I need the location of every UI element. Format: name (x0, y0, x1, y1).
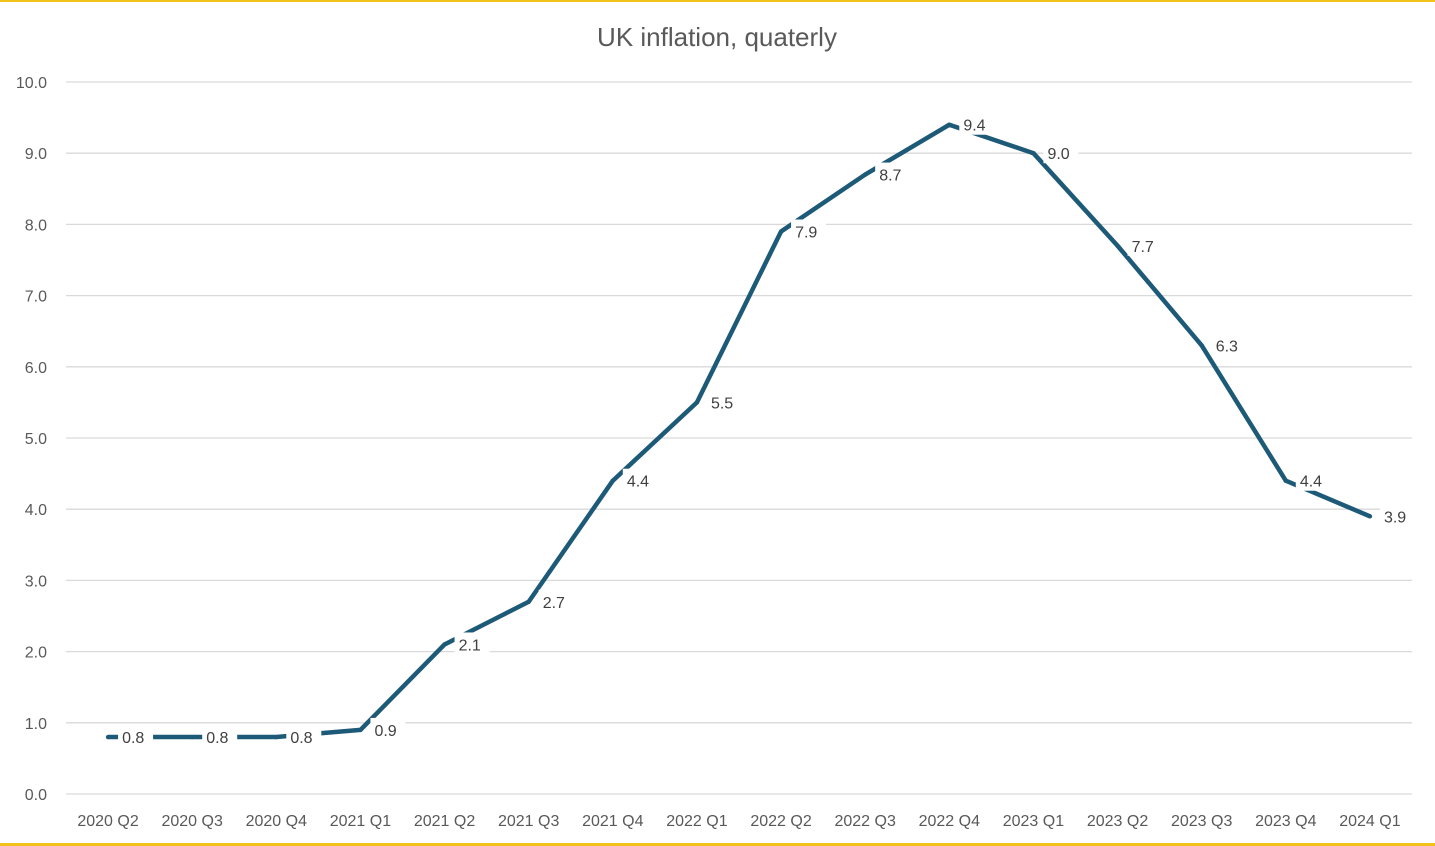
data-label: 4.4 (627, 474, 649, 491)
data-label: 3.9 (1384, 509, 1406, 526)
data-label: 7.9 (795, 225, 817, 242)
data-point (105, 734, 111, 740)
data-labels: 0.8 0.8 0.8 0.9 2.1 2.7 4.4 5.5 7.9 8.7 9.4 9.0 7.7 6… (118, 112, 1415, 748)
data-label-background (118, 725, 154, 748)
data-point (1283, 478, 1289, 483)
y-tick-label: 4.0 (25, 502, 47, 519)
y-tick-label: 1.0 (25, 716, 47, 733)
data-label-background (1295, 468, 1331, 491)
data-label-background (454, 632, 490, 655)
y-tick-label: 8.0 (25, 217, 47, 234)
data-label-background (370, 717, 406, 740)
x-tick-label: 2022 Q1 (666, 813, 727, 830)
gridlines (66, 81, 1412, 795)
data-point (1367, 514, 1373, 519)
series-line (108, 122, 1371, 740)
data-point (274, 734, 279, 740)
x-axis: 2020 Q2 2020 Q3 2020 Q4 2021 Q1 2021 Q2 2021 … (77, 813, 1400, 830)
data-label: 0.8 (290, 730, 312, 747)
x-tick-label: 2021 Q3 (498, 813, 559, 830)
data-label: 7.7 (1132, 239, 1154, 256)
x-tick-label: 2023 Q4 (1255, 813, 1316, 830)
x-tick-label: 2020 Q3 (161, 813, 222, 830)
data-label-background (202, 725, 238, 748)
data-label-background (1043, 141, 1079, 164)
data-point (1115, 243, 1120, 248)
data-label: 6.3 (1216, 338, 1238, 355)
data-point (778, 229, 784, 234)
data-label: 4.4 (1300, 474, 1322, 491)
data-label-background (706, 390, 742, 413)
data-label-background (622, 468, 658, 491)
y-tick-label: 5.0 (25, 431, 47, 448)
y-tick-label: 7.0 (25, 289, 47, 306)
x-tick-label: 2021 Q4 (582, 813, 643, 830)
data-label: 2.1 (459, 637, 481, 654)
data-label-background (959, 112, 995, 135)
series-group (105, 122, 1373, 740)
data-point (358, 727, 363, 733)
data-label-background (286, 725, 322, 748)
data-label-background (538, 589, 574, 612)
data-point (947, 122, 952, 127)
data-label: 9.4 (963, 118, 985, 135)
data-label-background (791, 219, 827, 242)
y-tick-label: 0.0 (25, 787, 47, 804)
y-axis: 0.0 1.0 2.0 3.0 4.0 5.0 6.0 7.0 8.0 9.0 10.0 (16, 75, 47, 804)
data-label-background (1211, 333, 1247, 356)
data-label: 5.5 (711, 395, 733, 412)
data-label-background (1127, 233, 1163, 256)
data-label: 2.7 (543, 595, 565, 612)
data-point (442, 642, 447, 647)
data-label: 9.0 (1047, 146, 1069, 163)
x-tick-label: 2022 Q4 (919, 813, 980, 830)
data-point (189, 734, 195, 740)
data-point (1199, 343, 1204, 348)
data-label: 8.7 (879, 168, 901, 185)
x-tick-label: 2022 Q2 (750, 813, 811, 830)
data-point (862, 172, 868, 177)
chart-title: UK inflation, quaterly (597, 22, 837, 52)
data-point (694, 400, 700, 405)
y-tick-label: 10.0 (16, 75, 47, 92)
x-tick-label: 2021 Q2 (414, 813, 475, 830)
x-tick-label: 2021 Q1 (330, 813, 391, 830)
data-label-background (1379, 504, 1415, 527)
data-point (1031, 151, 1036, 156)
data-label-background (875, 162, 911, 185)
x-tick-label: 2023 Q2 (1087, 813, 1148, 830)
data-point (610, 478, 616, 483)
x-tick-label: 2020 Q2 (77, 813, 138, 830)
x-tick-label: 2023 Q1 (1003, 813, 1064, 830)
x-tick-label: 2020 Q4 (246, 813, 307, 830)
y-tick-label: 3.0 (25, 573, 47, 590)
data-label: 0.8 (122, 730, 144, 747)
x-tick-label: 2023 Q3 (1171, 813, 1232, 830)
y-tick-label: 9.0 (25, 146, 47, 163)
data-label: 0.9 (374, 723, 396, 740)
y-tick-label: 6.0 (25, 360, 47, 377)
x-tick-label: 2024 Q1 (1339, 813, 1400, 830)
data-point (526, 599, 531, 604)
x-tick-label: 2022 Q3 (834, 813, 895, 830)
data-label: 0.8 (206, 730, 228, 747)
y-tick-label: 2.0 (25, 645, 47, 662)
